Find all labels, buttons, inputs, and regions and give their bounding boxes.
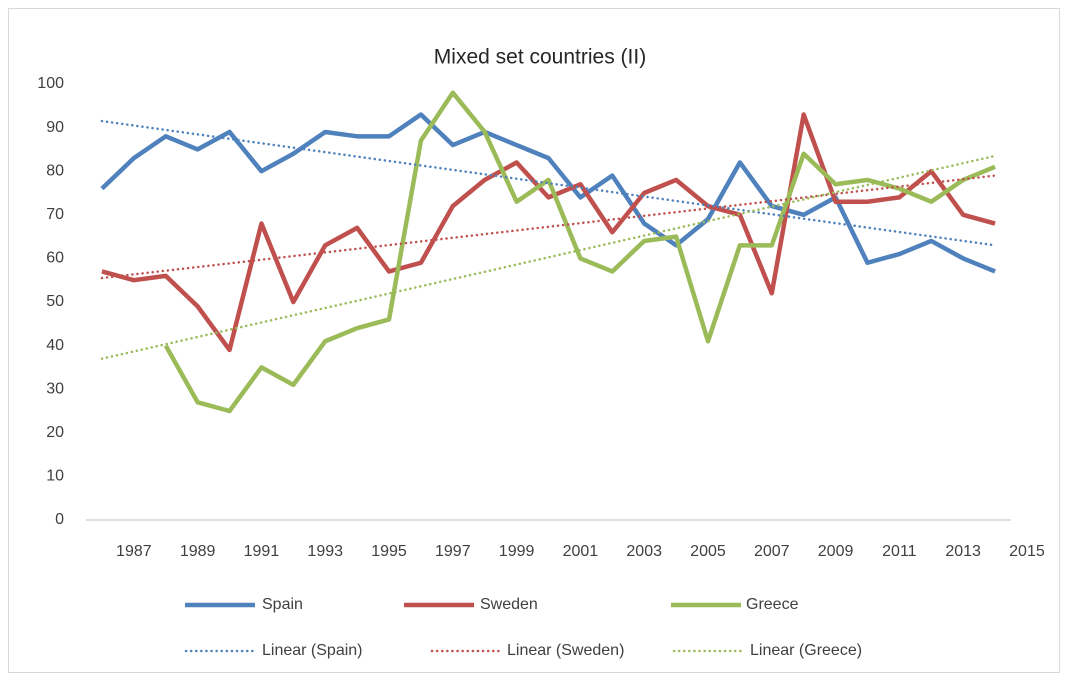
legend-label: Spain: [262, 596, 303, 613]
series-line: [101, 112, 996, 353]
x-tick-label: 2015: [1009, 543, 1045, 560]
y-tick-label: 0: [55, 511, 64, 528]
legend-label: Greece: [746, 596, 799, 613]
y-tick-label: 30: [46, 380, 64, 397]
y-tick-label: 100: [37, 75, 64, 92]
x-tick-label: 1995: [371, 543, 407, 560]
trend-line: [100, 174, 997, 280]
chart-frame: [8, 8, 1060, 673]
y-tick-label: 20: [46, 424, 64, 441]
x-tick-label: 2013: [945, 543, 981, 560]
legend-label: Linear (Greece): [750, 642, 862, 659]
x-tick-label: 1991: [244, 543, 280, 560]
x-tick-label: 1989: [180, 543, 216, 560]
series-line: [100, 112, 996, 274]
x-tick-label: 1997: [435, 543, 471, 560]
legend-label: Linear (Spain): [262, 642, 363, 659]
y-tick-label: 10: [46, 468, 64, 485]
x-tick-label: 2001: [563, 543, 599, 560]
y-tick-label: 60: [46, 250, 64, 267]
y-tick-label: 40: [46, 337, 64, 354]
trend-line: [100, 154, 997, 360]
y-tick-label: 90: [46, 119, 64, 136]
x-tick-label: 1993: [307, 543, 343, 560]
chart-title: Mixed set countries (II): [434, 46, 646, 69]
x-tick-label: 2011: [882, 543, 917, 560]
y-tick-label: 80: [46, 162, 64, 179]
x-tick-label: 1987: [116, 543, 152, 560]
x-tick-label: 2007: [754, 543, 790, 560]
series-line: [163, 90, 996, 414]
legend-label: Sweden: [480, 596, 538, 613]
x-tick-label: 2005: [690, 543, 726, 560]
x-tick-label: 2009: [818, 543, 854, 560]
y-tick-label: 50: [46, 293, 64, 310]
x-tick-label: 2003: [626, 543, 662, 560]
x-tick-label: 1999: [499, 543, 535, 560]
y-tick-label: 70: [46, 206, 64, 223]
legend-label: Linear (Sweden): [507, 642, 624, 659]
